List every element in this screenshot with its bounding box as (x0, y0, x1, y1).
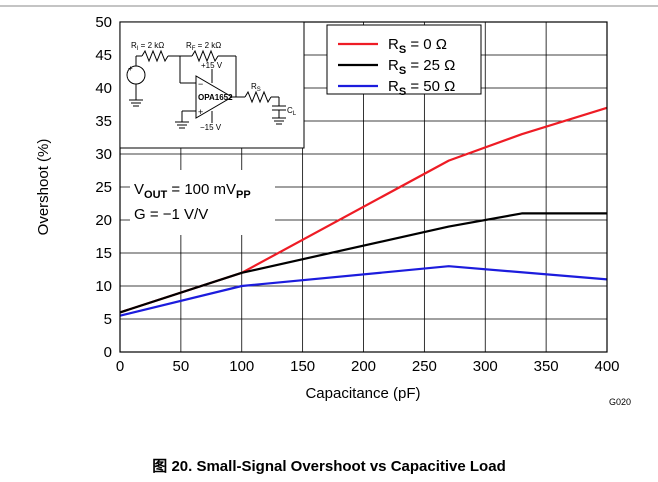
x-axis-label: Capacitance (pF) (305, 385, 420, 402)
rf-resistor-icon (191, 49, 219, 63)
vout-annotation: VOUT = 100 mVPP (134, 181, 251, 201)
x-tick-label: 250 (412, 358, 437, 375)
y-tick-label: 15 (95, 245, 112, 262)
opamp-icon (195, 75, 233, 119)
x-tick-label: 50 (173, 358, 190, 375)
x-tick-label: 350 (534, 358, 559, 375)
x-tick-label: 0 (116, 358, 124, 375)
y-tick-label: 25 (95, 179, 112, 196)
series-line-1 (119, 212, 607, 314)
figure-caption: 图 20. Small-Signal Overshoot vs Capaciti… (0, 455, 658, 476)
ri-resistor-icon (141, 49, 169, 63)
y-tick-label: 50 (95, 14, 112, 31)
annotation-block: VOUT = 100 mVPP G = −1 V/V (130, 170, 275, 235)
plot-frame (119, 21, 608, 353)
caption-prefix: 图 (152, 457, 168, 475)
noninverting-sign: + (198, 107, 203, 117)
x-tick-label: 200 (351, 358, 376, 375)
opamp-label: OPA1652 (198, 93, 233, 102)
figure-code: G020 (609, 397, 631, 407)
legend: RS = 0 ΩRS = 25 ΩRS = 50 Ω (326, 24, 482, 98)
gain-annotation: G = −1 V/V (134, 206, 208, 223)
y-axis-label: Overshoot (%) (35, 139, 52, 236)
rs-label: RS (251, 82, 261, 93)
x-tick-label: 100 (229, 358, 254, 375)
vpos-label: +15 V (201, 61, 223, 70)
cl-label: CL (287, 106, 297, 117)
series-line-2 (119, 265, 608, 317)
y-tick-label: 20 (95, 212, 112, 229)
x-tick-label: 400 (594, 358, 619, 375)
caption-text: 20. Small-Signal Overshoot vs Capacitive… (167, 458, 506, 475)
rf-label: RF = 2 kΩ (186, 41, 221, 52)
y-tick-label: 10 (95, 278, 112, 295)
rs-resistor-icon (244, 90, 272, 104)
inverting-sign: − (198, 79, 203, 89)
ri-label: RI = 2 kΩ (131, 41, 164, 52)
legend-label-2: RS = 50 Ω (388, 78, 455, 98)
vneg-label: −15 V (200, 123, 222, 132)
series-lines (119, 106, 608, 317)
tick-labels: 0 50 100 150 200 250 300 350 400 0 5 10 15 20 25 30 35 40… (95, 14, 619, 375)
x-tick-label: 300 (473, 358, 498, 375)
y-tick-label: 35 (95, 113, 112, 130)
y-tick-label: 40 (95, 80, 112, 97)
y-tick-label: 5 (104, 311, 112, 328)
circuit-inset: RI = 2 kΩ RF = 2 kΩ +15 V −15 V OPA1652 … (119, 21, 305, 149)
source-plus-sign: + (128, 64, 133, 73)
y-tick-label: 45 (95, 47, 112, 64)
y-tick-label: 30 (95, 146, 112, 163)
y-tick-label: 0 (104, 344, 112, 361)
legend-label-0: RS = 0 Ω (388, 36, 447, 56)
x-tick-label: 150 (290, 358, 315, 375)
legend-label-1: RS = 25 Ω (388, 57, 455, 77)
